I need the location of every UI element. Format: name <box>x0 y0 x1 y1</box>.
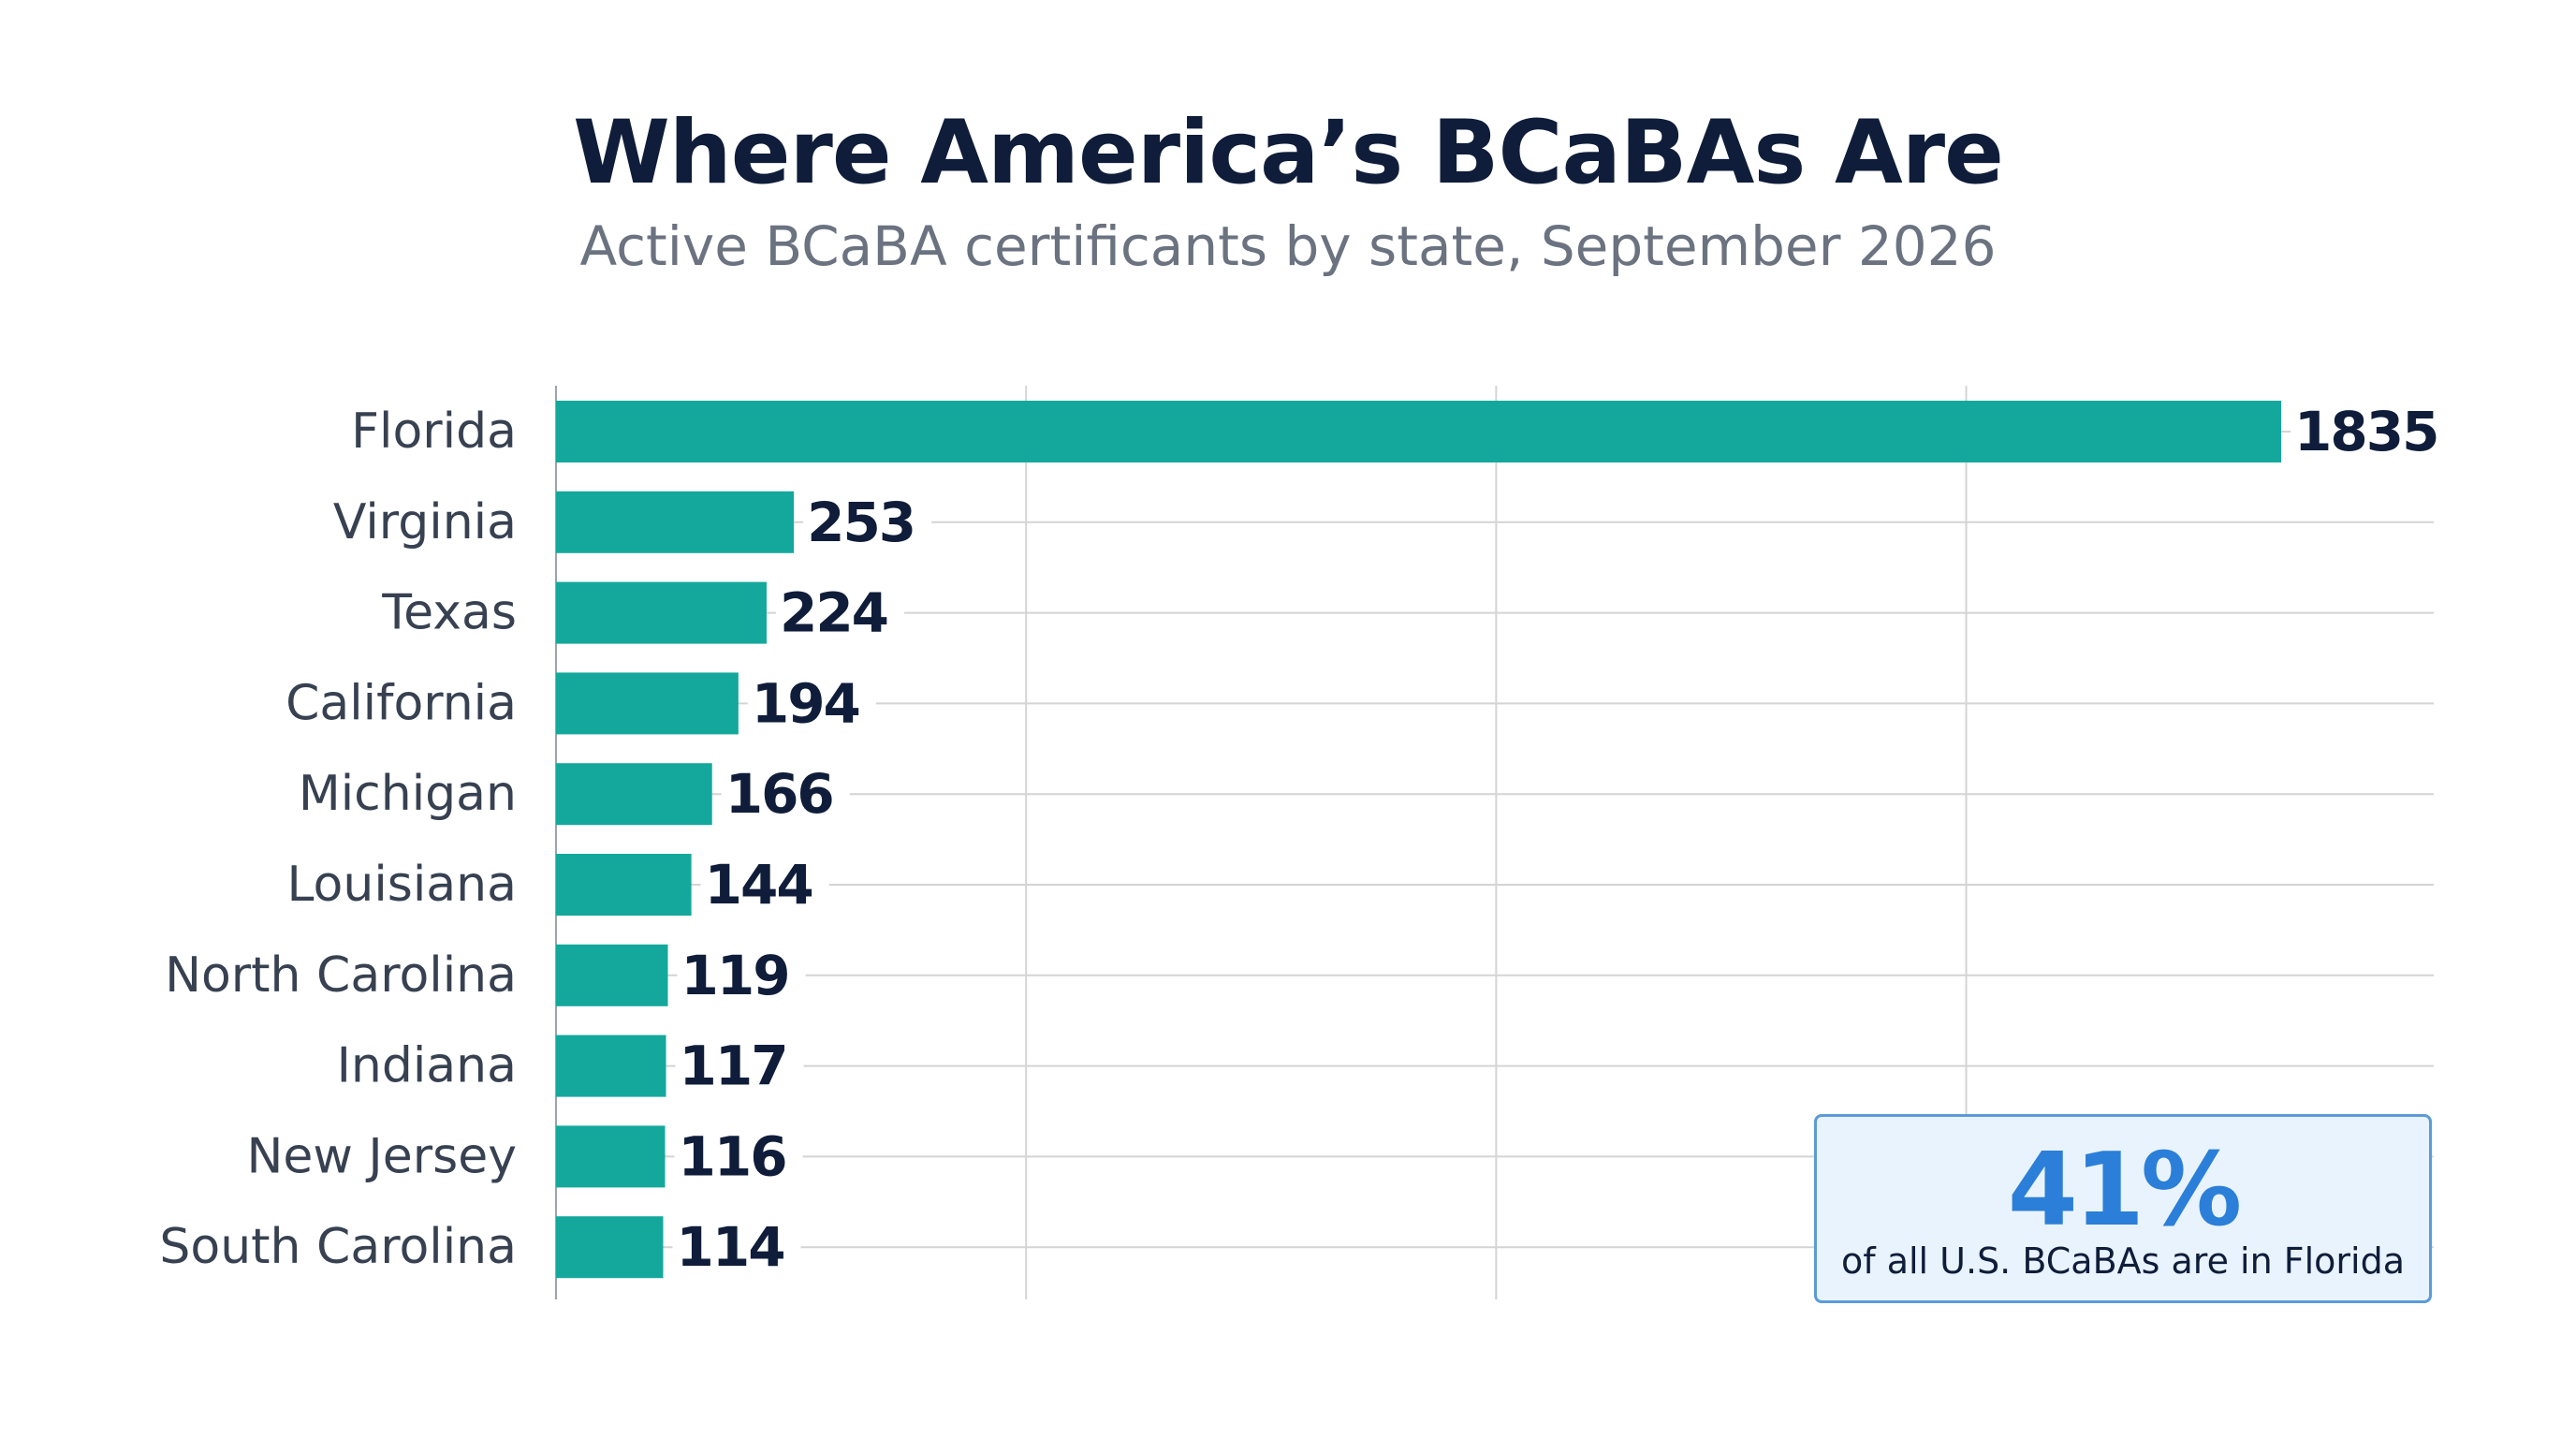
category-label: North Carolina <box>165 947 517 1004</box>
value-label-backing <box>675 1056 804 1076</box>
value-label-backing <box>747 694 876 713</box>
value-label: 166 <box>725 762 833 826</box>
bar-florida <box>556 401 2281 462</box>
bar-louisiana <box>556 854 692 916</box>
category-label: Louisiana <box>286 857 517 913</box>
bar-south-carolina <box>556 1216 664 1279</box>
category-label: Florida <box>351 404 517 460</box>
bar-california <box>556 672 739 735</box>
bar-new-jersey <box>556 1125 666 1188</box>
bar-north-carolina <box>556 944 668 1006</box>
value-label: 116 <box>679 1124 786 1188</box>
value-label-backing <box>2291 422 2455 441</box>
bar-texas <box>556 581 767 644</box>
value-label: 119 <box>681 944 789 1007</box>
value-label-backing <box>677 965 806 985</box>
bar-michigan <box>556 763 712 826</box>
chart-title: Where America’s BCaBAs Are <box>573 102 2004 204</box>
category-label: Indiana <box>337 1038 517 1094</box>
value-label: 224 <box>780 581 887 645</box>
category-label: Virginia <box>333 494 517 550</box>
value-label: 144 <box>705 853 812 917</box>
value-label-backing <box>674 1147 803 1167</box>
category-label: New Jersey <box>246 1128 517 1184</box>
value-label: 117 <box>680 1034 787 1098</box>
value-label-backing <box>775 603 905 623</box>
callout-box: 41% of all U.S. BCaBAs are in Florida <box>1814 1114 2432 1303</box>
category-label: Texas <box>381 585 517 641</box>
value-label: 253 <box>807 491 915 554</box>
chart-subtitle: Active BCaBA certificants by state, Sept… <box>579 214 1997 278</box>
category-label: California <box>285 675 517 731</box>
value-label-backing <box>672 1238 801 1257</box>
callout-text: of all U.S. BCaBAs are in Florida <box>1840 1240 2406 1282</box>
bar-indiana <box>556 1034 666 1097</box>
value-label-backing <box>721 785 850 804</box>
callout-percentage: 41% <box>2007 1132 2243 1249</box>
value-label-backing <box>803 512 932 532</box>
category-label: South Carolina <box>159 1219 517 1275</box>
value-label: 114 <box>676 1215 783 1279</box>
value-label-backing <box>700 875 829 894</box>
category-label: Michigan <box>299 766 517 822</box>
bar-virginia <box>556 491 795 553</box>
value-label: 1835 <box>2294 400 2437 463</box>
value-label: 194 <box>752 671 859 735</box>
